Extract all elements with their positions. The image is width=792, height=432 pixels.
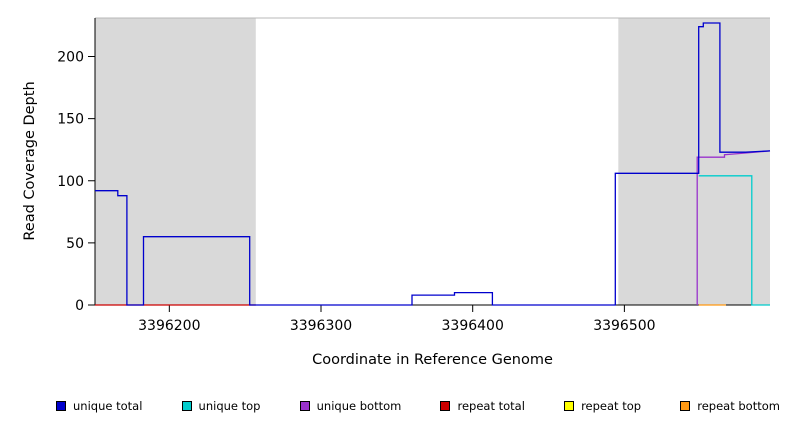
legend-label: repeat bottom bbox=[697, 399, 780, 413]
legend-item-repeat-bottom: repeat bottom bbox=[680, 399, 780, 413]
shaded-repeat-region bbox=[95, 18, 256, 305]
legend-label: repeat total bbox=[457, 399, 525, 413]
legend-swatch-repeat-top bbox=[564, 401, 575, 411]
y-tick-label: 50 bbox=[66, 236, 84, 252]
y-tick-label: 150 bbox=[57, 112, 84, 128]
legend-label: unique total bbox=[73, 399, 143, 413]
y-axis-title: Read Coverage Depth bbox=[22, 81, 38, 241]
legend-swatch-repeat-total bbox=[440, 401, 451, 411]
y-tick-label: 0 bbox=[75, 298, 84, 314]
legend-item-unique-bottom: unique bottom bbox=[299, 399, 402, 413]
series-unique-bottom bbox=[696, 150, 771, 305]
y-tick-label: 100 bbox=[57, 174, 84, 190]
legend: unique total unique top unique bottom repea… bbox=[56, 399, 780, 413]
x-axis-title: Coordinate in Reference Genome bbox=[312, 352, 553, 368]
legend-swatch-unique-top bbox=[181, 401, 192, 411]
legend-label: repeat top bbox=[581, 399, 642, 413]
legend-swatch-repeat-bottom bbox=[680, 401, 691, 411]
legend-item-repeat-top: repeat top bbox=[564, 399, 641, 413]
y-tick-label: 200 bbox=[57, 50, 84, 66]
series-unique-total bbox=[95, 22, 771, 306]
legend-item-repeat-total: repeat total bbox=[440, 399, 525, 413]
legend-label: unique bottom bbox=[316, 399, 402, 413]
x-tick-label: 3396200 bbox=[138, 318, 200, 334]
shaded-repeat-region bbox=[618, 18, 770, 305]
legend-item-unique-top: unique top bbox=[181, 399, 261, 413]
legend-swatch-unique-total bbox=[56, 401, 66, 411]
legend-item-unique-total: unique total bbox=[56, 399, 142, 413]
x-tick-label: 3396400 bbox=[442, 318, 504, 334]
legend-swatch-unique-bottom bbox=[299, 401, 310, 411]
series-unique-top bbox=[698, 175, 770, 306]
x-tick-label: 3396300 bbox=[290, 318, 352, 334]
legend-label: unique top bbox=[198, 399, 261, 413]
x-tick-label: 3396500 bbox=[593, 318, 655, 334]
plot-area: 3396200 3396300 3396400 3396500 0 50 100 150 200 bbox=[57, 17, 771, 334]
